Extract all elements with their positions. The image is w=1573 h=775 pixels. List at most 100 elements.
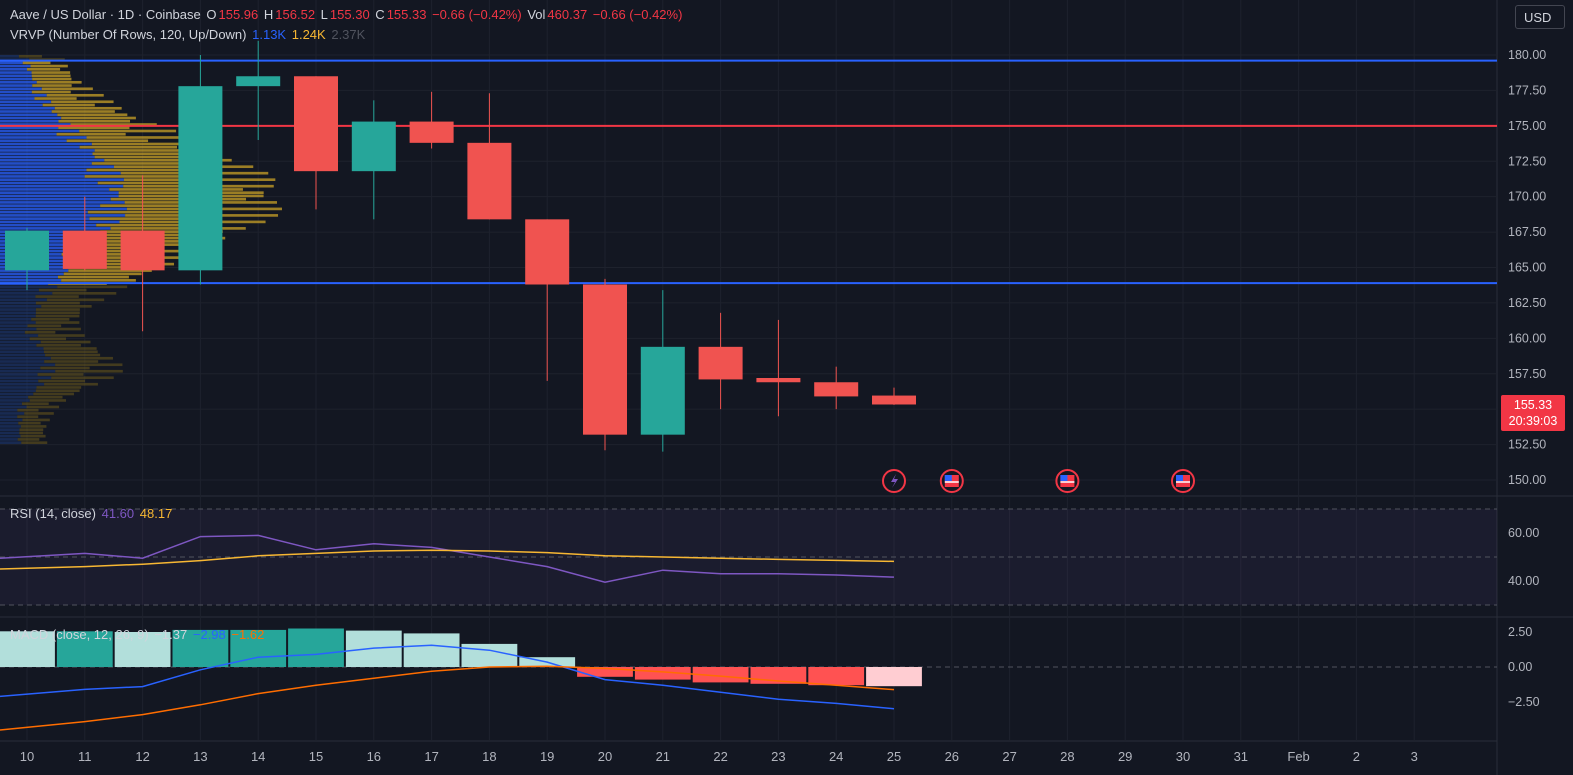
volume-profile-up-row [0,204,101,207]
volume-profile-down-row [97,181,218,185]
volume-profile-up-row [0,61,23,65]
volume-profile-up-row [0,126,59,130]
high-label: H [263,7,274,22]
volume-profile-up-row [0,145,80,149]
horizontal-lines [0,59,1497,285]
vol-label: Vol [527,7,546,22]
volume-profile-down-row [17,408,39,412]
volume-profile-down-row [96,223,214,227]
volume-profile-down-row [94,155,211,159]
volume-profile-down-row [40,340,91,344]
main-legend: Aave / US Dollar · 1D · Coinbase O 155.96… [10,7,684,22]
y-tick-label: 152.50 [1508,438,1546,452]
macd-y-tick-label: 2.50 [1508,625,1532,639]
volume-profile-up-row [0,162,92,165]
open-label: O [206,7,217,22]
currency-button[interactable]: USD [1515,5,1565,29]
y-tick-label: 167.50 [1508,225,1546,239]
rsi-pane [0,508,1497,606]
volume-profile-down-row [31,317,70,321]
volume-profile-up-row [0,314,36,318]
rsi-title[interactable]: RSI (14, close) [10,506,96,521]
volume-profile-up-row [0,233,100,237]
volume-profile-up-row [0,194,119,198]
high-value: 156.52 [275,7,316,22]
low-value: 155.30 [329,7,370,22]
volume-profile-up-row [0,207,127,211]
volume-profile-up-row [0,214,126,217]
macd-histogram-bar [56,631,113,667]
vrvp-title[interactable]: VRVP (Number Of Rows, 120, Up/Down) [10,27,247,42]
volume-profile-up-row [0,369,56,373]
macd-title[interactable]: MACD (close, 12, 26, 9) [10,627,149,642]
volume-profile-down-row [29,399,67,402]
macd-histogram-bar [577,667,633,677]
vrvp-up: 1.13K [252,27,287,42]
y-tick-label: 172.50 [1508,154,1546,168]
volume-profile-down-row [38,288,87,292]
volume-profile-down-row [51,100,114,104]
symbol-title[interactable]: Aave / US Dollar · 1D · Coinbase [10,7,201,22]
flag-canton-icon [1060,475,1068,481]
rsi-line [0,534,895,583]
volume-profile-down-row [36,327,81,331]
volume-profile-up-row [0,408,18,412]
macd-signal-value: −1.62 [231,627,265,642]
volume-profile-down-row [52,291,117,295]
volume-profile-up-row [0,77,33,81]
macd-histogram-bar [288,628,344,667]
candle-body [351,121,396,172]
volume-profile-down-row [61,116,136,120]
volume-profile-down-row [55,363,123,367]
volume-profile-down-row [55,369,123,373]
volume-profile-down-row [19,431,43,435]
volume-profile-up-row [0,184,124,188]
volume-profile-down-row [37,373,84,376]
volume-profile-up-row [0,113,58,117]
volume-profile-up-row [0,269,69,272]
volume-profile-down-row [41,304,92,308]
vrvp-legend: VRVP (Number Of Rows, 120, Up/Down) 1.13… [10,27,367,42]
macd-pane [0,628,1497,731]
vol-value: 460.37 [547,7,588,22]
volume-profile-down-row [38,379,86,383]
volume-profile-down-row [110,197,247,201]
candle-body [467,142,512,220]
candle-body [178,86,223,271]
volume-profile-up-row [0,412,25,415]
volume-profile-up-row [0,301,36,305]
volume-profile-up-row [0,93,47,97]
volume-profile-up-row [0,217,90,220]
volume-profile-down-row [63,272,142,276]
macd-histogram-bar [866,667,922,687]
volume-profile-up-row [0,291,53,295]
volume-profile-down-row [18,421,41,425]
volume-profile-up-row [0,425,21,428]
volume-profile-down-row [44,360,99,363]
volume-profile-up-row [0,340,41,344]
volume-profile-up-row [0,353,46,357]
y-tick-label: 165.00 [1508,261,1546,275]
volume-profile-up-row [0,220,120,224]
volume-profile-up-row [0,399,30,402]
volume-profile-down-row [44,382,98,386]
volume-profile-up-row [0,288,39,292]
volume-profile-down-row [21,402,49,406]
volume-profile-down-row [57,113,128,117]
candle-body [236,76,281,87]
macd-histogram-bar [692,667,749,683]
volume-profile-up-row [0,324,28,328]
volume-profile-up-row [0,55,19,58]
volume-profile-down-row [35,295,79,298]
macd-histogram-bar [0,631,55,667]
x-tick-label: 28 [1060,749,1074,764]
volume-profile-up-row [0,71,32,74]
volume-profile-down-row [33,392,74,396]
volume-profile-down-row [58,275,129,279]
rsi-y-tick-label: 40.00 [1508,574,1539,588]
volume-profile-down-row [91,162,205,165]
volume-profile-up-row [0,376,52,380]
candle-body [814,382,859,397]
x-tick-label: 18 [482,749,496,764]
